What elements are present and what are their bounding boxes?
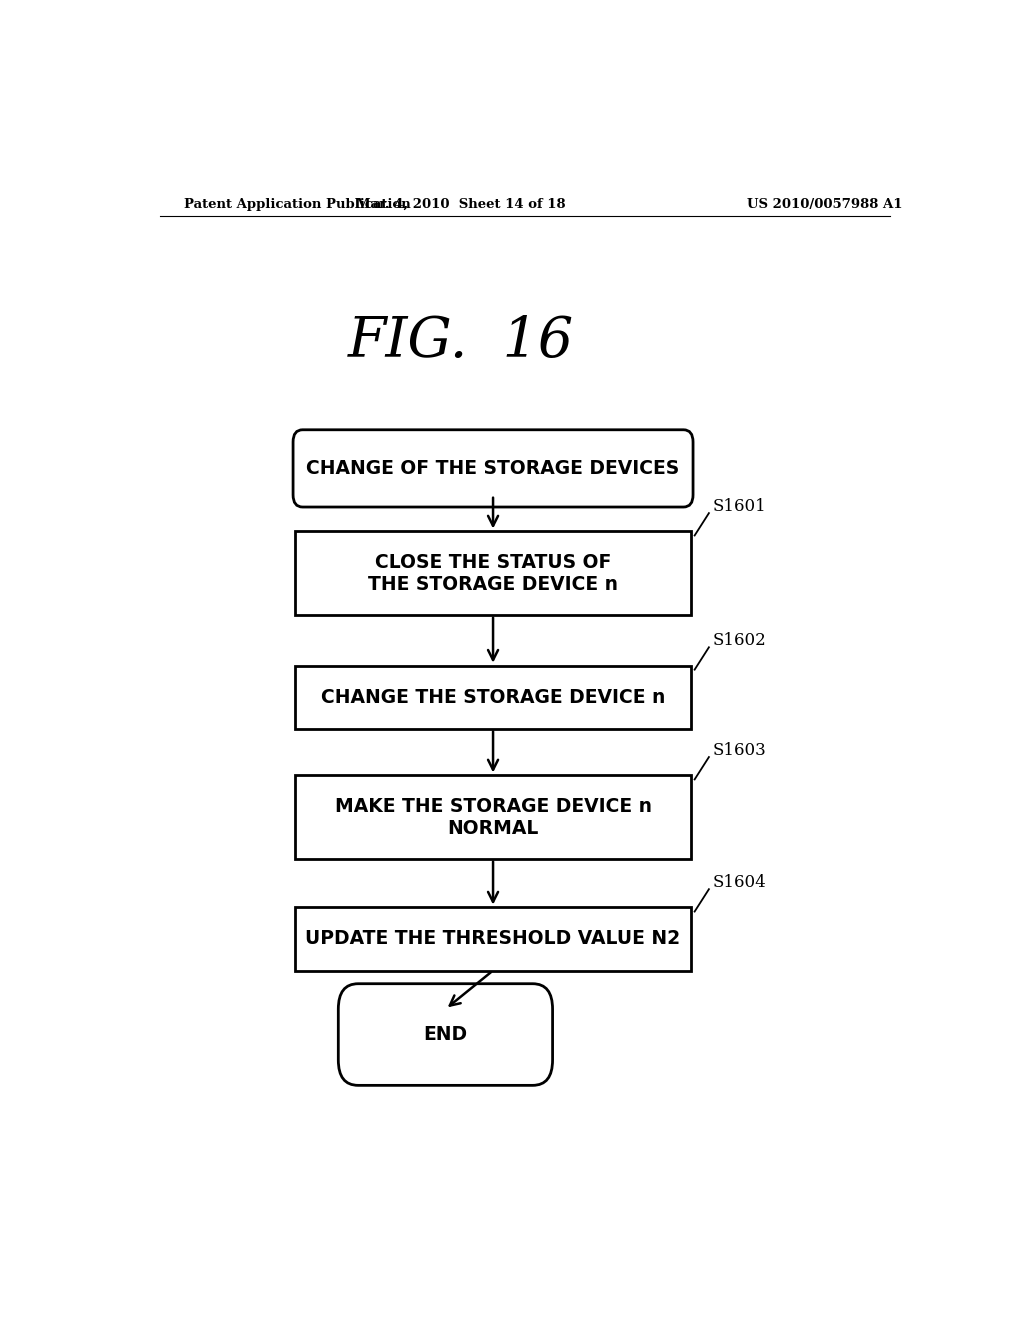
Text: END: END: [423, 1026, 468, 1044]
Text: S1604: S1604: [713, 874, 767, 891]
Text: CHANGE OF THE STORAGE DEVICES: CHANGE OF THE STORAGE DEVICES: [306, 459, 680, 478]
FancyBboxPatch shape: [293, 430, 693, 507]
Bar: [295, 665, 691, 729]
Bar: [295, 532, 691, 615]
Text: US 2010/0057988 A1: US 2010/0057988 A1: [748, 198, 902, 211]
Text: S1603: S1603: [713, 742, 767, 759]
Text: UPDATE THE THRESHOLD VALUE N2: UPDATE THE THRESHOLD VALUE N2: [305, 929, 681, 949]
Text: FIG.  16: FIG. 16: [348, 314, 574, 368]
Text: S1602: S1602: [713, 632, 767, 649]
FancyBboxPatch shape: [338, 983, 553, 1085]
Text: Mar. 4, 2010  Sheet 14 of 18: Mar. 4, 2010 Sheet 14 of 18: [356, 198, 566, 211]
Text: CHANGE THE STORAGE DEVICE n: CHANGE THE STORAGE DEVICE n: [321, 688, 666, 706]
Bar: [295, 907, 691, 970]
Text: S1601: S1601: [713, 498, 767, 515]
Text: CLOSE THE STATUS OF
THE STORAGE DEVICE n: CLOSE THE STATUS OF THE STORAGE DEVICE n: [368, 553, 618, 594]
Text: Patent Application Publication: Patent Application Publication: [183, 198, 411, 211]
Text: MAKE THE STORAGE DEVICE n
NORMAL: MAKE THE STORAGE DEVICE n NORMAL: [335, 796, 651, 837]
Bar: [295, 775, 691, 859]
